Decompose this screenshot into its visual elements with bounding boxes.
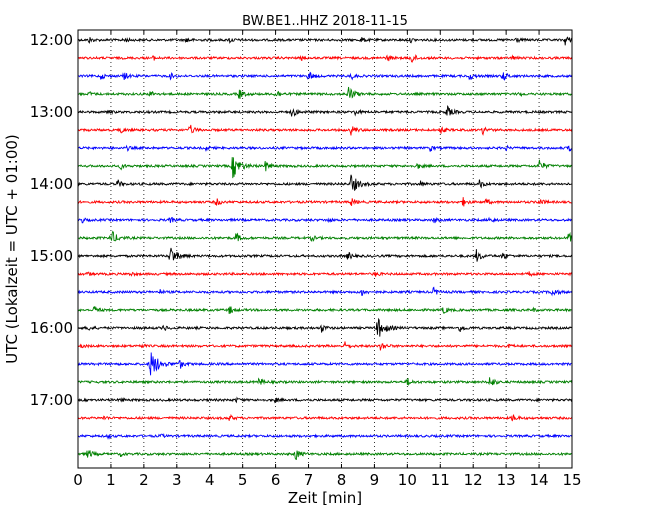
y-tick-label: 13:00 [30,103,73,121]
x-tick-label: 14 [530,471,549,489]
trace-1730 [77,432,573,440]
trace-1300 [77,104,573,117]
x-tick-label: 3 [172,471,182,489]
x-tick-label: 12 [464,471,483,489]
trace-1400 [77,174,572,192]
trace-1445 [77,230,573,242]
x-tick-label: 15 [562,471,581,489]
trace-1345 [77,157,573,179]
trace-1330 [77,144,573,152]
trace-1615 [77,341,573,351]
trace-1600 [77,317,573,337]
grid-lines [110,30,540,468]
x-tick-label: 8 [337,471,347,489]
trace-1200 [77,36,573,46]
x-tick-label: 11 [431,471,450,489]
trace-1315 [77,124,573,136]
plot-frame [77,29,573,469]
x-tick-label: 9 [370,471,380,489]
y-tick-label: 14:00 [30,175,73,193]
trace-1630 [77,352,572,376]
trace-1415 [77,197,572,207]
x-tick-label: 0 [73,471,83,489]
trace-1645 [77,377,573,387]
x-tick-label: 5 [238,471,248,489]
trace-1215 [77,54,573,63]
x-axis-label: Zeit [min] [288,489,362,507]
y-tick-label: 16:00 [30,319,73,337]
axes: 0 1 2 3 4 5 6 7 8 9 10 11 12 13 14 1512:0013:0014:0015:… [30,30,582,489]
chart-title: BW.BE1..HHZ 2018-11-15 [242,14,408,29]
trace-1515 [77,271,573,277]
trace-1545 [77,306,573,315]
x-tick-label: 1 [106,471,116,489]
y-axis-label: UTC (Lokalzeit = UTC + 01:00) [3,134,21,364]
y-tick-label: 12:00 [30,31,73,49]
x-tick-label: 10 [398,471,417,489]
trace-1245 [77,86,573,99]
trace-1500 [77,247,573,262]
trace-1530 [77,286,573,297]
trace-1230 [77,71,573,81]
seismic-traces [77,36,573,461]
x-tick-label: 7 [304,471,314,489]
x-tick-label: 13 [497,471,516,489]
x-tick-label: 4 [205,471,215,489]
x-tick-label: 6 [271,471,281,489]
x-tick-label: 2 [139,471,149,489]
trace-1715 [77,413,573,422]
trace-1745 [77,450,572,461]
trace-1430 [77,216,573,224]
trace-1700 [77,396,573,404]
y-tick-label: 17:00 [30,391,73,409]
y-tick-label: 15:00 [30,247,73,265]
